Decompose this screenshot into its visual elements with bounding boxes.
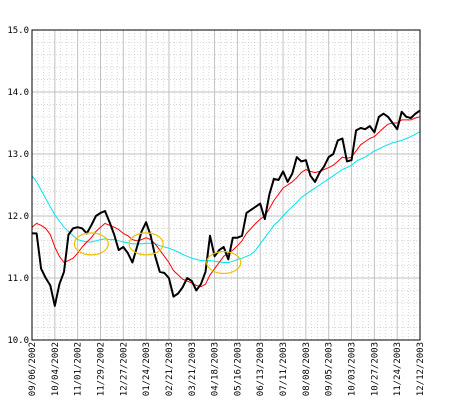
- highlight-ellipse-2: [128, 232, 164, 256]
- series-line-3: [31, 131, 421, 263]
- highlight-ellipse-3: [206, 250, 242, 275]
- x-tick-label: 11/29/2002: [96, 342, 106, 396]
- x-tick-label: 08/08/2003: [302, 342, 312, 396]
- x-tick-label: 04/18/2003: [211, 342, 221, 396]
- x-tick-label: 03/21/2003: [188, 342, 198, 396]
- x-tick-label: 11/01/2002: [74, 342, 84, 396]
- x-tick-label: 06/13/2003: [256, 342, 266, 396]
- y-tick-label: 13.0: [7, 150, 29, 160]
- x-tick-label: 12/12/2003: [416, 342, 426, 396]
- x-tick-label: 10/03/2003: [348, 342, 358, 396]
- x-tick-label: 01/24/2003: [142, 342, 152, 396]
- y-tick-label: 14.0: [7, 88, 29, 98]
- y-tick-label: 12.0: [7, 212, 29, 222]
- y-axis-tick-labels: 10.0 11.0 12.0 13.0 14.0 15.0: [7, 26, 29, 346]
- x-tick-label: 09/06/2002: [28, 342, 38, 396]
- x-tick-label: 09/05/2003: [325, 342, 335, 396]
- x-tick-label: 12/27/2002: [119, 342, 129, 396]
- x-tick-label: 05/16/2003: [233, 342, 243, 396]
- series-line-1: [32, 109, 421, 307]
- y-tick-label: 11.0: [7, 274, 29, 284]
- plot-frame: [31, 29, 421, 341]
- y-tick-label: 10.0: [7, 336, 29, 346]
- y-tick-label: 15.0: [7, 26, 29, 36]
- x-tick-label: 02/21/2003: [165, 342, 175, 396]
- x-tick-label: 10/27/2003: [370, 342, 380, 396]
- x-axis-tick-labels: 09/06/2002 10/04/2002 11/01/2002 11/29/2002…: [28, 342, 426, 396]
- x-tick-label: 07/11/2003: [279, 342, 289, 396]
- series-lines: [31, 109, 421, 307]
- highlight-ellipse-1: [73, 232, 109, 256]
- highlight-ellipses: [73, 232, 242, 275]
- x-tick-label: 11/24/2003: [393, 342, 403, 396]
- x-tick-label: 10/04/2002: [51, 342, 61, 396]
